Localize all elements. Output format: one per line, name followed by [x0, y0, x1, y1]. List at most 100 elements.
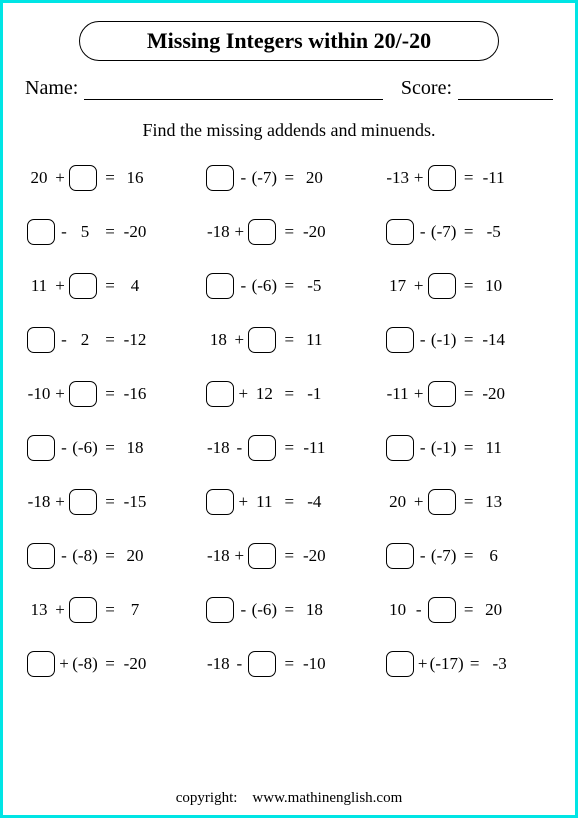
answer-blank[interactable]	[27, 435, 55, 461]
answer-blank[interactable]	[206, 165, 234, 191]
equals-sign: =	[282, 654, 296, 674]
answer-blank[interactable]	[206, 381, 234, 407]
problem: +11=-4	[204, 489, 373, 515]
equals-sign: =	[103, 600, 117, 620]
number: -18	[204, 546, 232, 566]
score-input-line[interactable]	[458, 78, 553, 100]
problem: -11+=-20	[384, 381, 553, 407]
number: -14	[480, 330, 508, 350]
answer-blank[interactable]	[386, 651, 414, 677]
operator: -	[232, 438, 246, 458]
problem: 13+=7	[25, 597, 194, 623]
operator: -	[416, 330, 430, 350]
equals-sign: =	[103, 168, 117, 188]
worksheet-title: Missing Integers within 20/-20	[79, 21, 499, 61]
number: 20	[300, 168, 328, 188]
number: -11	[480, 168, 508, 188]
answer-blank[interactable]	[69, 489, 97, 515]
equals-sign: =	[462, 438, 476, 458]
operator: +	[412, 276, 426, 296]
number: -4	[300, 492, 328, 512]
equals-sign: =	[103, 222, 117, 242]
answer-blank[interactable]	[428, 165, 456, 191]
answer-blank[interactable]	[69, 597, 97, 623]
score-label: Score:	[401, 77, 452, 100]
name-input-line[interactable]	[84, 78, 383, 100]
answer-blank[interactable]	[27, 327, 55, 353]
equals-sign: =	[103, 438, 117, 458]
problem: +12=-1	[204, 381, 373, 407]
number: 11	[480, 438, 508, 458]
number: (-7)	[250, 168, 278, 188]
answer-blank[interactable]	[248, 435, 276, 461]
problem: -18-=-11	[204, 435, 373, 461]
number: 18	[121, 438, 149, 458]
number: 13	[25, 600, 53, 620]
answer-blank[interactable]	[428, 597, 456, 623]
problem: 18+=11	[204, 327, 373, 353]
equals-sign: =	[462, 546, 476, 566]
meta-row: Name: Score:	[25, 77, 553, 100]
problem: -2=-12	[25, 327, 194, 353]
number: 4	[121, 276, 149, 296]
operator: +	[416, 654, 430, 674]
answer-blank[interactable]	[386, 543, 414, 569]
answer-blank[interactable]	[69, 381, 97, 407]
number: -5	[480, 222, 508, 242]
answer-blank[interactable]	[69, 165, 97, 191]
operator: +	[53, 168, 67, 188]
equals-sign: =	[282, 222, 296, 242]
operator: -	[57, 330, 71, 350]
number: 20	[121, 546, 149, 566]
answer-blank[interactable]	[248, 327, 276, 353]
number: -11	[384, 384, 412, 404]
number: -20	[480, 384, 508, 404]
equals-sign: =	[103, 546, 117, 566]
answer-blank[interactable]	[27, 651, 55, 677]
problem: -(-7)=6	[384, 543, 553, 569]
equals-sign: =	[282, 600, 296, 620]
answer-blank[interactable]	[27, 543, 55, 569]
answer-blank[interactable]	[386, 435, 414, 461]
answer-blank[interactable]	[428, 273, 456, 299]
answer-blank[interactable]	[386, 327, 414, 353]
operator: +	[232, 222, 246, 242]
footer-copyright-label: copyright:	[176, 790, 238, 806]
answer-blank[interactable]	[206, 597, 234, 623]
number: -12	[121, 330, 149, 350]
answer-blank[interactable]	[248, 543, 276, 569]
answer-blank[interactable]	[206, 273, 234, 299]
number: -20	[121, 654, 149, 674]
problem: -13+=-11	[384, 165, 553, 191]
number: -18	[204, 222, 232, 242]
answer-blank[interactable]	[206, 489, 234, 515]
answer-blank[interactable]	[248, 219, 276, 245]
number: 20	[480, 600, 508, 620]
operator: +	[53, 384, 67, 404]
operator: -	[232, 654, 246, 674]
number: -18	[204, 438, 232, 458]
answer-blank[interactable]	[386, 219, 414, 245]
problem: -18-=-10	[204, 651, 373, 677]
number: 6	[480, 546, 508, 566]
equals-sign: =	[282, 330, 296, 350]
operator: +	[232, 330, 246, 350]
equals-sign: =	[462, 276, 476, 296]
number: -10	[300, 654, 328, 674]
problem: -(-7)=-5	[384, 219, 553, 245]
answer-blank[interactable]	[428, 489, 456, 515]
answer-blank[interactable]	[428, 381, 456, 407]
number: -20	[121, 222, 149, 242]
answer-blank[interactable]	[69, 273, 97, 299]
equals-sign: =	[103, 330, 117, 350]
equals-sign: =	[468, 654, 482, 674]
number: 18	[204, 330, 232, 350]
number: (-1)	[430, 330, 458, 350]
equals-sign: =	[103, 654, 117, 674]
answer-blank[interactable]	[27, 219, 55, 245]
answer-blank[interactable]	[248, 651, 276, 677]
number: -16	[121, 384, 149, 404]
instruction-text: Find the missing addends and minuends.	[25, 120, 553, 141]
problem: -18+=-20	[204, 219, 373, 245]
equals-sign: =	[462, 384, 476, 404]
